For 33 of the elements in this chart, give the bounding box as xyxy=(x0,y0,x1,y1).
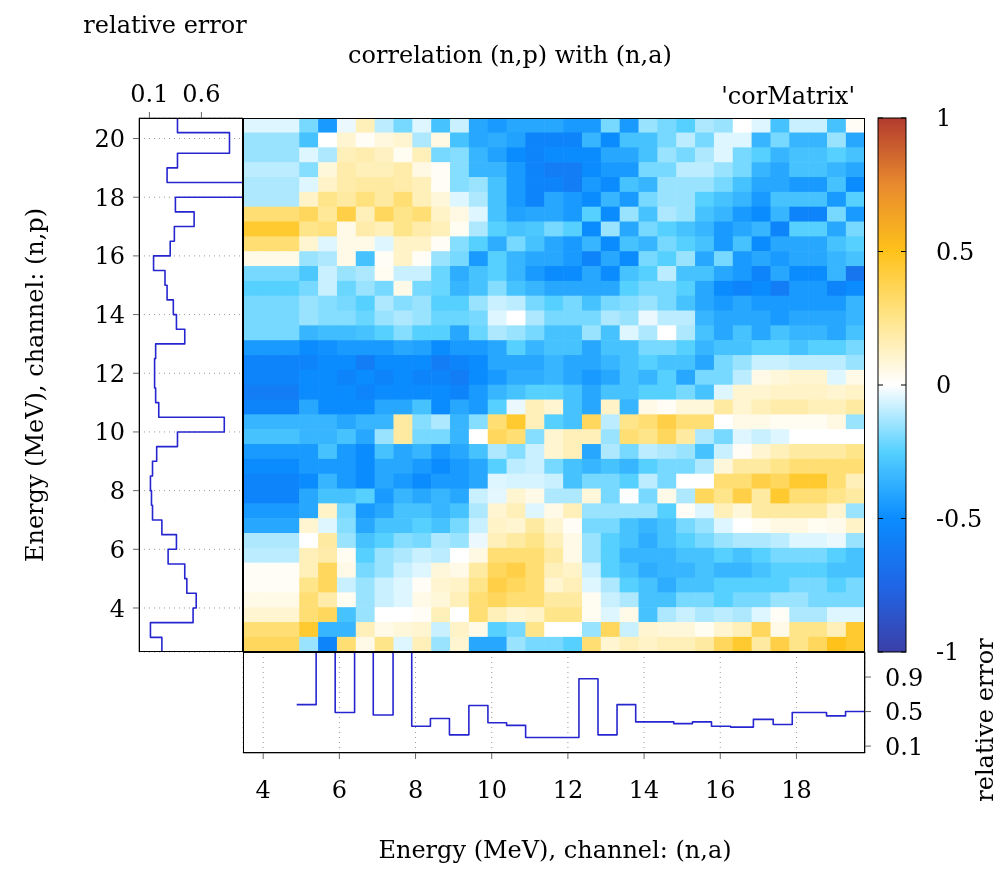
y-axis-title: Energy (MeV), channel: (n,p) xyxy=(21,207,49,563)
x-tick-label: 16 xyxy=(704,776,736,805)
y2-tick-label: 0.1 xyxy=(885,732,924,761)
color-bar-label: 0.5 xyxy=(936,237,975,266)
y2-axis-title: relative error xyxy=(971,638,999,802)
y-tick-label: 12 xyxy=(94,359,125,388)
text: 'corMatrix' xyxy=(721,82,855,110)
color-bar-label: -0.5 xyxy=(936,504,983,533)
x-tick-label: 10 xyxy=(476,776,507,805)
y2-tick-label: 0.9 xyxy=(885,663,924,692)
y-tick-label: 10 xyxy=(94,418,125,447)
y-tick-label: 4 xyxy=(109,594,125,623)
y-tick-label: 20 xyxy=(94,125,125,154)
x-tick-label: 4 xyxy=(255,776,271,805)
y-tick-label: 14 xyxy=(94,301,125,330)
x-axis-title: Energy (MeV), channel: (n,a) xyxy=(378,836,732,864)
y2-tick-label: 0.5 xyxy=(885,698,924,727)
x-tick-label: 6 xyxy=(331,776,348,805)
color-bar-label: 1 xyxy=(936,104,952,132)
x-tick-label: 8 xyxy=(407,776,424,805)
color-bar-label: -1 xyxy=(936,638,960,666)
chart-title: correlation (n,p) with (n,a) xyxy=(348,41,672,69)
x-tick-label: 18 xyxy=(781,776,812,805)
y-tick-label: 6 xyxy=(109,535,125,564)
x2-axis-title: relative error xyxy=(83,11,247,39)
y-tick-label: 8 xyxy=(109,477,125,506)
x-tick-label: 12 xyxy=(552,776,584,805)
x2-tick-label: 0.6 xyxy=(182,80,221,108)
x2-tick-label: 0.1 xyxy=(130,80,169,108)
y-tick-label: 16 xyxy=(94,242,125,271)
x-tick-label: 14 xyxy=(628,776,660,805)
y-tick-label: 18 xyxy=(94,183,125,212)
color-bar-label: 0 xyxy=(936,371,952,399)
